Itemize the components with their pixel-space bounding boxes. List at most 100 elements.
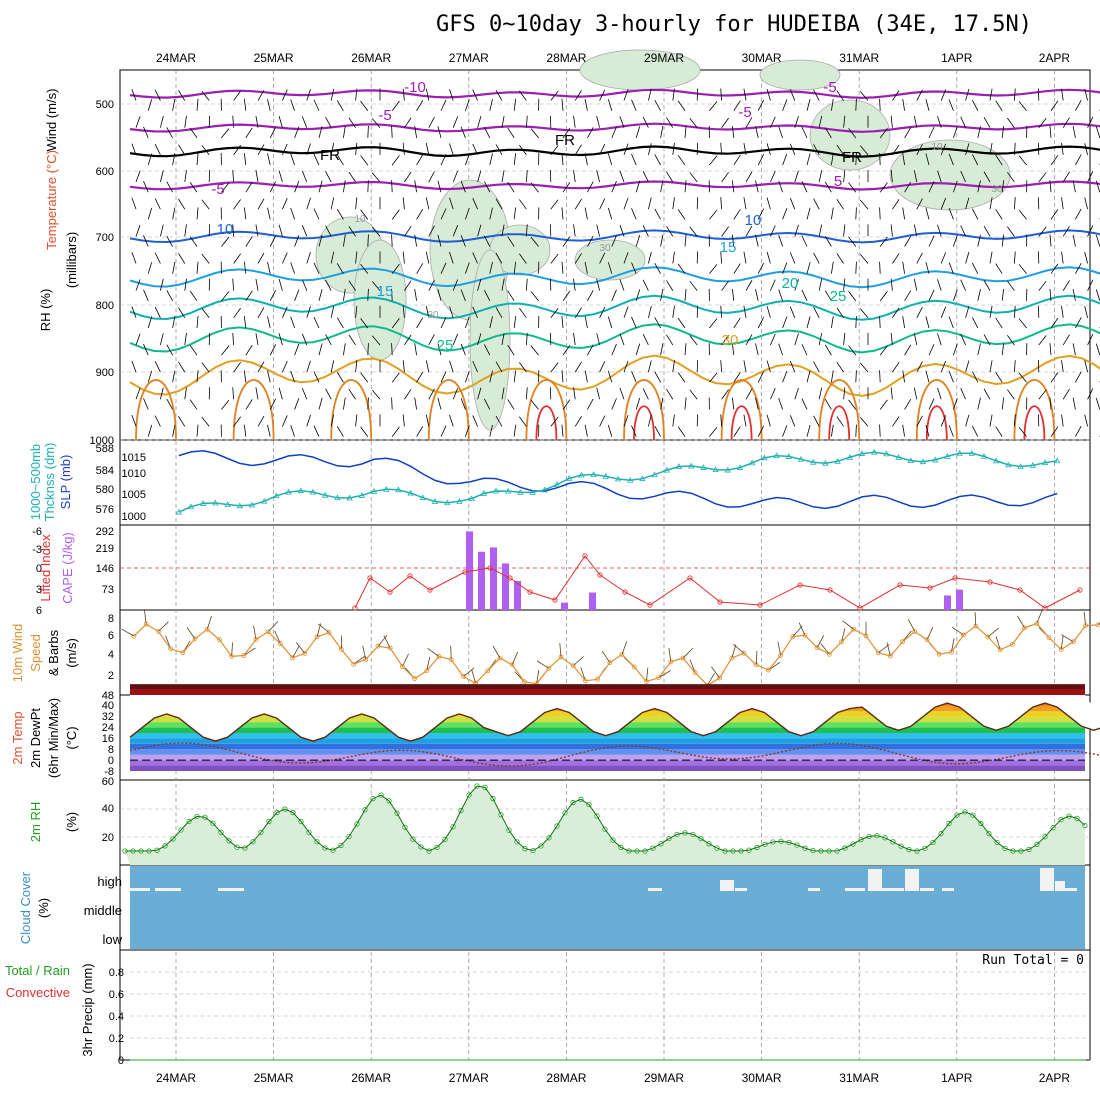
wind-barb bbox=[404, 171, 412, 183]
wind-barb bbox=[778, 343, 783, 356]
contour-35 bbox=[623, 379, 665, 441]
wind-barb bbox=[269, 127, 277, 139]
wind-barb bbox=[965, 414, 970, 427]
wind-barb bbox=[495, 361, 503, 373]
wind-barb-10m bbox=[646, 667, 649, 682]
wind-marker bbox=[924, 637, 930, 643]
wind-barb bbox=[782, 370, 788, 383]
wind-barb bbox=[971, 317, 979, 329]
wind-barb bbox=[178, 361, 186, 373]
wind-barb bbox=[245, 290, 253, 302]
contour-35 bbox=[818, 379, 861, 441]
cloud-block bbox=[1065, 888, 1077, 891]
wind-barb bbox=[449, 306, 454, 318]
wind-barb bbox=[623, 89, 629, 101]
wind-barb bbox=[965, 251, 970, 264]
wind-barb bbox=[806, 99, 811, 111]
wind-barb bbox=[890, 224, 893, 237]
wind-barb bbox=[859, 362, 869, 373]
wind-barb bbox=[318, 234, 323, 247]
wind-barb bbox=[1087, 116, 1094, 128]
wind-barb bbox=[306, 251, 311, 264]
wind-barb bbox=[677, 372, 686, 383]
wind-barb bbox=[154, 361, 161, 373]
wind-barb bbox=[940, 306, 947, 318]
wind-barb bbox=[948, 153, 954, 166]
wind-barb bbox=[1014, 197, 1016, 210]
wind-barb bbox=[489, 316, 493, 329]
wind-barb bbox=[1072, 234, 1076, 247]
cape-bar bbox=[956, 589, 963, 610]
wind-marker bbox=[363, 656, 369, 662]
wind-barb bbox=[755, 234, 759, 247]
wind-barb bbox=[654, 317, 661, 329]
wind-barb bbox=[611, 180, 617, 193]
wind-barb bbox=[611, 398, 617, 410]
wind-barb bbox=[995, 372, 1003, 383]
wind-barb bbox=[745, 225, 753, 237]
wind-marker bbox=[277, 641, 283, 647]
wind-barb bbox=[977, 343, 981, 356]
wind-barb bbox=[913, 224, 918, 237]
contour-35 bbox=[330, 379, 373, 441]
wind-barb bbox=[806, 153, 811, 166]
wind-barb bbox=[801, 398, 808, 410]
wind-barb bbox=[733, 317, 741, 329]
wind-barb bbox=[313, 262, 320, 274]
lifted-marker bbox=[597, 572, 603, 578]
wind-barb bbox=[343, 288, 346, 301]
wind-barb-10m bbox=[995, 636, 1001, 651]
wind-barb bbox=[1061, 251, 1064, 264]
wind-barb-10m bbox=[777, 641, 781, 656]
cloud-cover-panel bbox=[130, 866, 1085, 949]
wind-barb bbox=[402, 88, 405, 101]
wind-barb bbox=[983, 388, 991, 400]
wind-barb bbox=[440, 99, 447, 111]
wind-barb bbox=[813, 307, 820, 318]
wind-barb bbox=[530, 182, 539, 193]
wind-marker bbox=[1071, 639, 1076, 645]
wind-barb bbox=[391, 209, 400, 220]
wind-barb bbox=[584, 153, 588, 166]
wind-barb bbox=[757, 425, 765, 437]
wind-barb bbox=[709, 209, 718, 220]
wind-barb bbox=[143, 180, 149, 193]
ylabel-temp-2: 2m DewPt bbox=[28, 708, 43, 768]
wind-barb bbox=[789, 89, 796, 101]
temp-band bbox=[130, 754, 1085, 761]
wind-barb bbox=[607, 207, 613, 220]
wind-barb bbox=[879, 153, 881, 166]
wind-barb-10m bbox=[798, 622, 806, 636]
wind-barb bbox=[330, 305, 335, 318]
wind-barb bbox=[648, 88, 652, 101]
wind-marker bbox=[1046, 635, 1052, 641]
wind-barb bbox=[831, 370, 834, 383]
wind-barb bbox=[278, 224, 283, 237]
wind-barb-10m bbox=[536, 660, 550, 669]
wind-barb bbox=[189, 127, 198, 139]
wind-barb bbox=[843, 387, 846, 400]
wind-barb bbox=[477, 116, 482, 128]
wind-barb bbox=[902, 207, 905, 220]
lifted-line bbox=[354, 555, 1081, 609]
wind-barb bbox=[301, 333, 308, 346]
wind-barb bbox=[666, 280, 674, 291]
thickness-line bbox=[178, 450, 1058, 510]
ytick-thickness: 584 bbox=[96, 465, 114, 477]
wind-barb bbox=[201, 145, 210, 156]
wind-barb bbox=[960, 116, 966, 128]
wind-barb bbox=[953, 289, 958, 301]
wind-barb bbox=[519, 362, 527, 373]
wind-barb bbox=[607, 262, 613, 274]
wind-barb bbox=[766, 251, 771, 264]
wind-barb bbox=[607, 153, 613, 166]
wind-barb bbox=[892, 199, 900, 210]
wind-barb bbox=[720, 251, 722, 264]
wind-barb bbox=[631, 153, 637, 166]
wind-barb bbox=[689, 335, 698, 346]
wind-barb bbox=[562, 290, 571, 302]
wind-barb bbox=[513, 153, 517, 166]
wind-barb bbox=[530, 236, 539, 247]
wind-barb bbox=[1072, 343, 1076, 356]
